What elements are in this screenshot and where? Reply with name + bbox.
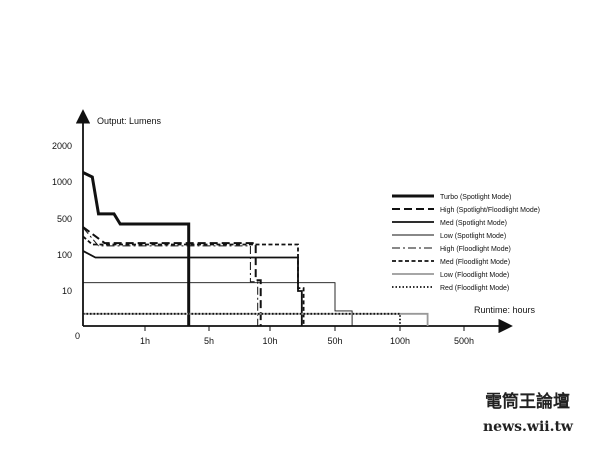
- legend-label: Med (Spotlight Mode): [440, 220, 507, 227]
- series-line-7: [83, 312, 429, 326]
- series-lines: [82, 171, 429, 326]
- x-tick-label: 100h: [390, 336, 410, 346]
- y-tick-label: 500: [57, 214, 72, 224]
- y-tick-labels: 2000 1000 500 100 10: [52, 141, 72, 296]
- series-line-1: [82, 171, 191, 326]
- legend-label: Turbo (Spotlight Mode): [440, 194, 511, 201]
- watermark-title: 電筒王論壇: [485, 391, 570, 412]
- x-tick-label: 10h: [262, 336, 277, 346]
- y-tick-label: 1000: [52, 177, 72, 187]
- series-line-3: [82, 250, 303, 326]
- series-line-2: [82, 226, 262, 326]
- series-line-4: [83, 282, 353, 326]
- x-axis-label: Runtime: hours: [474, 305, 536, 315]
- x-tick-label: 50h: [327, 336, 342, 346]
- origin-label: 0: [75, 331, 80, 341]
- series-line-5: [82, 227, 259, 326]
- x-tick-label: 5h: [204, 336, 214, 346]
- y-tick-label: 100: [57, 250, 72, 260]
- x-tick-label: 1h: [140, 336, 150, 346]
- legend-label: Red (Floodlight Mode): [440, 285, 509, 292]
- series-line-6: [82, 235, 305, 326]
- legend-label: High (Spotlight/Floodlight Mode): [440, 207, 540, 214]
- legend: Turbo (Spotlight Mode) High (Spotlight/Fl…: [392, 194, 540, 292]
- y-axis-label: Output: Lumens: [97, 116, 162, 126]
- legend-label: Low (Floodlight Mode): [440, 272, 509, 279]
- y-tick-label: 10: [62, 286, 72, 296]
- y-tick-label: 2000: [52, 141, 72, 151]
- watermark-url: news.wii.tw: [483, 419, 574, 435]
- series-line-8: [83, 312, 401, 326]
- x-tick-labels: 1h 5h 10h 50h 100h 500h: [140, 326, 474, 346]
- legend-label: Low (Spotlight Mode): [440, 233, 506, 240]
- legend-label: Med (Floodlight Mode): [440, 259, 510, 266]
- legend-label: High (Floodlight Mode): [440, 246, 511, 253]
- x-tick-label: 500h: [454, 336, 474, 346]
